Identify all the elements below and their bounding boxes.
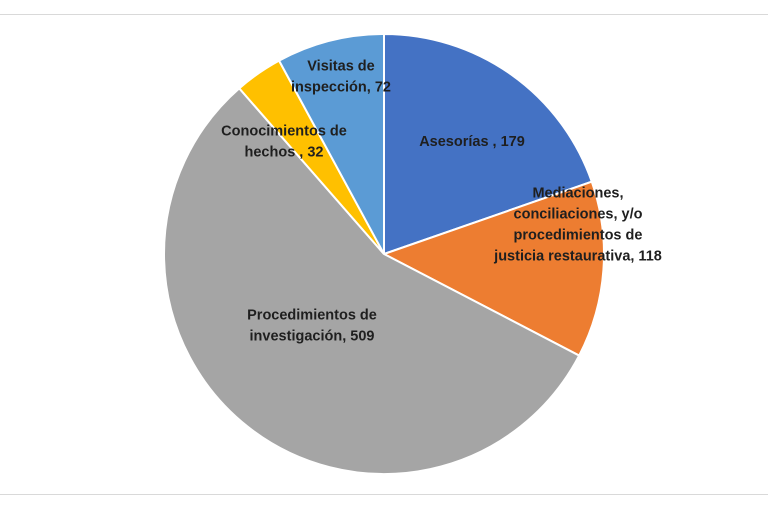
slice-label-2: Mediaciones, conciliaciones, y/o procedimi… [493, 186, 662, 265]
pie-slice-3 [163, 86, 581, 475]
slice-label-4: Conocimientos de hechos , 32 [221, 124, 347, 161]
pie-labels: Asesorías , 179 Mediaciones, conciliacione… [221, 59, 662, 345]
slice-label-3: Procedimientos de investigación, 509 [247, 308, 377, 345]
pie-slice-5 [277, 32, 385, 255]
slice-label-5: Visitas de inspección, 72 [291, 59, 391, 96]
slice-label-1: Asesorías , 179 [419, 134, 525, 150]
pie-slices [163, 32, 605, 475]
chart-frame [0, 14, 768, 495]
pie-slice-2 [381, 180, 605, 357]
